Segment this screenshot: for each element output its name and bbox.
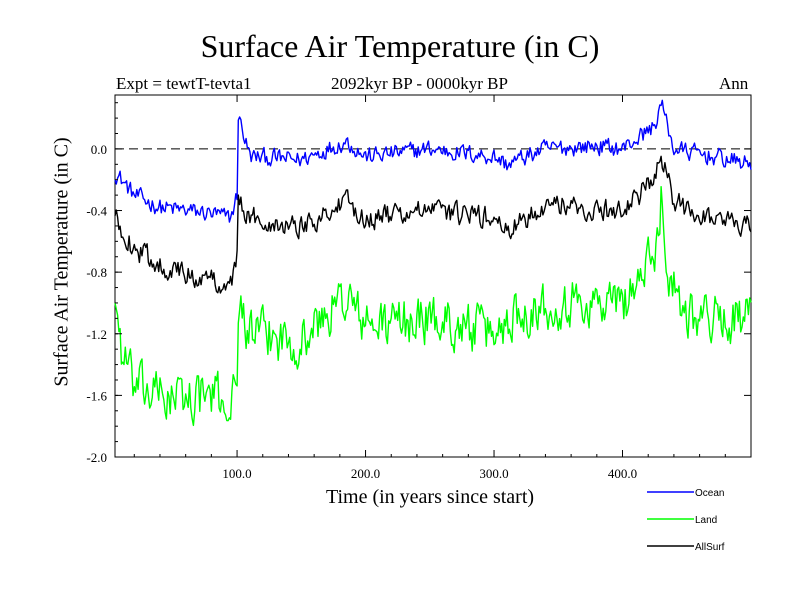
season-label: Ann	[719, 74, 749, 93]
series-line-land	[114, 185, 752, 427]
y-tick-label: -1.6	[86, 388, 107, 403]
x-axis-label: Time (in years since start)	[325, 486, 535, 508]
series-line-ocean	[114, 99, 752, 223]
chart-title: Surface Air Temperature (in C)	[200, 28, 600, 64]
y-tick-label: -2.0	[86, 450, 107, 465]
series-line-allsurf	[114, 155, 752, 294]
plot-frame	[114, 94, 752, 458]
experiment-label: Expt = tewtT-tevta1	[116, 74, 252, 93]
legend-label-ocean: Ocean	[695, 488, 724, 499]
x-tick-label: 400.0	[608, 466, 637, 481]
y-tick-label: -0.8	[86, 265, 107, 280]
chart-subtitle: 2092kyr BP - 0000kyr BP	[331, 74, 508, 93]
x-tick-label: 100.0	[222, 466, 251, 481]
x-tick-label: 300.0	[479, 466, 508, 481]
x-tick-label: 200.0	[351, 466, 380, 481]
y-tick-label: -1.2	[86, 327, 107, 342]
legend-label-land: Land	[695, 515, 717, 526]
legend-label-allsurf: AllSurf	[695, 542, 725, 553]
y-tick-label: 0.0	[91, 142, 107, 157]
y-tick-label: -0.4	[86, 204, 107, 219]
